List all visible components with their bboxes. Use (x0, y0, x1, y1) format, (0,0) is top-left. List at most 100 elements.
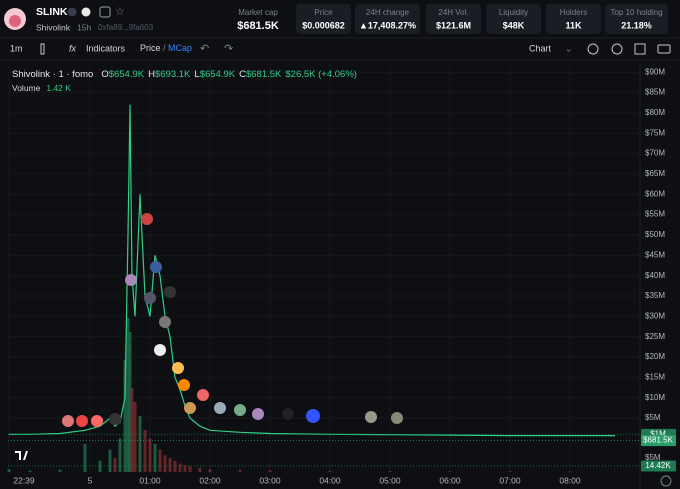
x-tick-label: 04:00 (319, 475, 341, 485)
settings-icon[interactable] (611, 43, 623, 55)
tradingview-logo[interactable] (10, 446, 34, 464)
x-tick-label: 07:00 (499, 475, 521, 485)
stat-value: 11K (565, 20, 582, 30)
stat-box (296, 4, 351, 34)
last-volume-label: 14.42K (645, 461, 671, 470)
volume-bar (238, 469, 242, 472)
volume-bar (7, 469, 11, 472)
volume-bar (83, 444, 87, 472)
token-age: 15h (77, 22, 91, 32)
volume-bar (153, 444, 157, 472)
y-tick-label: $35M (645, 291, 665, 300)
volume-bar (388, 470, 392, 472)
chart-select[interactable]: Chart (529, 43, 552, 53)
volume-bar (148, 438, 152, 472)
mcap-marker-label: $1M (650, 429, 666, 438)
price-toggle[interactable]: Price / MCap (140, 43, 192, 53)
y-tick-label: $50M (645, 230, 665, 239)
volume-bar (58, 469, 62, 472)
zoom-icon[interactable] (587, 43, 599, 55)
ohlc-key: C (239, 69, 246, 80)
search-icon[interactable] (99, 6, 111, 18)
volume-bar (168, 458, 172, 472)
legend-change: $26.5K (+4.06%) (285, 69, 357, 80)
y-tick-label: $5M (645, 413, 661, 422)
token-symbol: SLINK (36, 6, 68, 18)
ohlc-key: L (194, 69, 199, 80)
last-price-box (641, 435, 676, 447)
stat-value: 21.18% (621, 20, 652, 30)
volume-legend: Volume 1.42 K (12, 83, 71, 93)
volume-bar (508, 471, 512, 472)
y-tick-label: $30M (645, 311, 665, 320)
last-price-label: $681.5K (643, 436, 673, 445)
y-tick-label: $70M (645, 149, 665, 158)
stat-label: Holders (560, 8, 588, 17)
undo-button[interactable]: ↶ (200, 43, 209, 55)
mcap-option[interactable]: MCap (168, 43, 192, 53)
chevron: ⌄ (565, 43, 573, 53)
stat-value: ▲17,408.27% (359, 20, 416, 30)
x-tick-label: 5 (88, 475, 93, 485)
candle-icon[interactable] (40, 43, 45, 55)
y-tick-label: $80M (645, 108, 665, 117)
volume-bar (128, 332, 132, 472)
star-icon[interactable]: ☆ (115, 6, 125, 18)
stat-value: $0.000682 (302, 20, 345, 30)
volume-bar (130, 388, 134, 472)
stat-label: Market cap (238, 8, 278, 17)
volume-bar (183, 465, 187, 472)
volume-bar (208, 469, 212, 472)
token-address[interactable]: 0xfa89...9fa603 (98, 23, 154, 32)
volume-bar (28, 470, 32, 472)
y-tick-label: $20M (645, 352, 665, 361)
volume-bar (108, 449, 112, 472)
token-name: Shivolink (36, 22, 71, 32)
ohlc-value: $681.5K (246, 69, 282, 80)
y-tick-label: $10M (645, 393, 665, 402)
volume-bar (98, 460, 102, 472)
x-tick-label: 02:00 (199, 475, 221, 485)
volume-bar (328, 470, 332, 472)
y-tick-label: $25M (645, 332, 665, 341)
stat-label: Top 10 holding (610, 8, 662, 17)
camera-icon[interactable] (657, 44, 671, 54)
verified-icon (81, 7, 91, 17)
volume-bar (448, 471, 452, 472)
volume-label: Volume (12, 83, 41, 93)
stat-box (355, 4, 420, 34)
y-tick-label: $45M (645, 250, 665, 259)
indicators-button[interactable]: Indicators (86, 43, 126, 53)
volume-bar (173, 460, 177, 472)
stat-value: $48K (503, 20, 525, 30)
ohlc-key: O (101, 69, 108, 80)
interval-button[interactable]: 1m (10, 43, 23, 53)
x-tick-label: 01:00 (139, 475, 161, 485)
volume-bar (123, 360, 127, 472)
ohlc-value: $654.9K (109, 69, 145, 80)
ohlc-value: $654.9K (200, 69, 236, 80)
last-volume-box (641, 460, 676, 472)
stat-box (426, 4, 481, 34)
volume-bar (113, 458, 117, 472)
volume-bar (268, 470, 272, 472)
trader-avatars (62, 213, 403, 427)
x-tick-label: 05:00 (379, 475, 401, 485)
fullscreen-icon[interactable] (634, 43, 646, 55)
tradingview-mark (15, 451, 28, 460)
price-option[interactable]: Price (140, 43, 161, 53)
stats-bar: Market cap $681.5K Price $0.000682 24H chang… (237, 4, 668, 34)
plot: 22:39 5 01:00 02:00 03:00 04:00 05:00 06:00 07:0… (7, 60, 676, 485)
y-tick-label: $15M (645, 372, 665, 381)
redo-button[interactable]: ↷ (224, 43, 233, 55)
edit-icon[interactable] (67, 7, 77, 17)
settings-small[interactable] (660, 475, 672, 487)
y-tick-label: $90M (645, 67, 665, 76)
fx-icon[interactable]: fx (69, 43, 77, 53)
stat-value: $121.6M (436, 20, 471, 30)
y-tick-label: $40M (645, 271, 665, 280)
y-tick-label: $55M (645, 210, 665, 219)
